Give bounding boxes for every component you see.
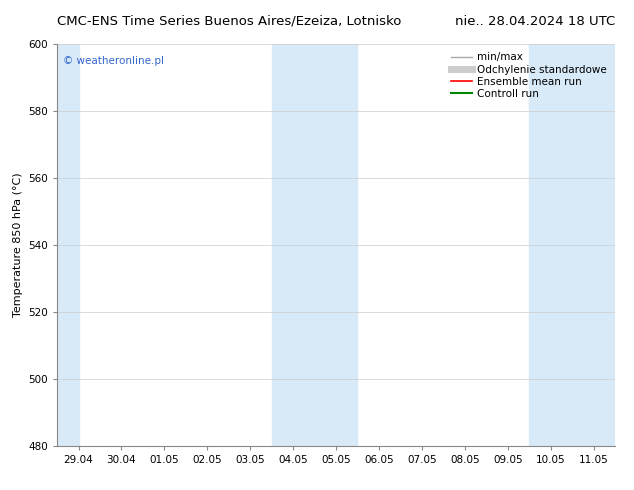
- Bar: [271, 44, 358, 446]
- Text: CMC-ENS Time Series Buenos Aires/Ezeiza, Lotnisko: CMC-ENS Time Series Buenos Aires/Ezeiza,…: [57, 15, 401, 28]
- Text: nie.. 28.04.2024 18 UTC: nie.. 28.04.2024 18 UTC: [455, 15, 615, 28]
- Bar: [529, 44, 615, 446]
- Legend: min/max, Odchylenie standardowe, Ensemble mean run, Controll run: min/max, Odchylenie standardowe, Ensembl…: [448, 49, 610, 102]
- Y-axis label: Temperature 850 hPa (°C): Temperature 850 hPa (°C): [13, 172, 23, 318]
- Bar: [57, 44, 79, 446]
- Text: © weatheronline.pl: © weatheronline.pl: [63, 56, 164, 66]
